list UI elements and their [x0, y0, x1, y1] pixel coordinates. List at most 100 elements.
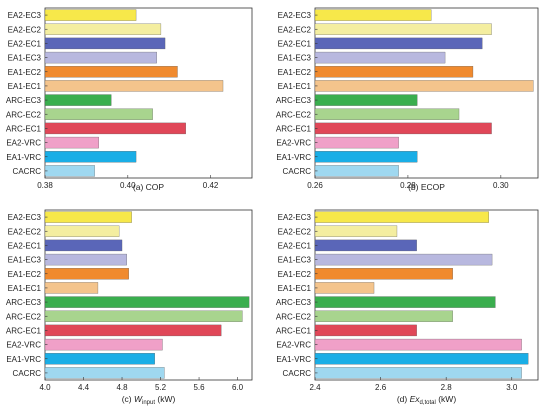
bar-ea2-vrc	[314, 136, 399, 149]
bar-arc-ec1	[44, 324, 222, 337]
bar-cacrc	[44, 165, 95, 177]
category-label: EA2-VRC	[6, 139, 41, 148]
category-label: EA1-EC2	[8, 68, 42, 77]
x-tick-label: 0.38	[37, 181, 53, 190]
bar-ea2-vrc	[44, 338, 163, 351]
category-label: EA1-EC3	[278, 256, 312, 265]
category-label: EA2-EC3	[8, 213, 42, 222]
category-label: EA1-EC3	[8, 54, 42, 63]
category-label: EA2-EC1	[8, 241, 42, 250]
bar-ea2-ec2	[44, 225, 120, 237]
chart-caption: (b) ECOP	[408, 182, 445, 192]
x-tick-label: 0.30	[493, 181, 509, 190]
category-label: EA2-EC1	[278, 39, 312, 48]
category-label: ARC-EC3	[276, 96, 312, 105]
bar-ea1-ec2	[44, 268, 129, 280]
category-label: EA2-VRC	[276, 341, 311, 350]
category-label: EA1-EC1	[8, 284, 42, 293]
bar-ea1-ec3	[44, 51, 157, 64]
category-label: ARC-EC2	[6, 110, 42, 119]
bar-ea2-ec2	[314, 23, 492, 35]
bar-ea2-vrc	[314, 338, 522, 351]
category-label: ARC-EC1	[276, 326, 312, 335]
x-tick-label: 2.8	[441, 383, 453, 392]
category-label: EA1-EC3	[8, 256, 42, 265]
bar-arc-ec1	[44, 122, 186, 135]
category-label: EA2-EC2	[8, 25, 42, 34]
bar-ea1-vrc	[314, 353, 529, 365]
bar-ea1-ec2	[44, 66, 178, 78]
category-label: EA1-EC1	[278, 284, 312, 293]
chart-caption: (d) Exd,total (kW)	[397, 394, 456, 406]
bar-arc-ec3	[314, 296, 496, 308]
bar-arc-ec2	[44, 310, 243, 322]
bar-ea2-ec3	[314, 9, 432, 21]
bar-ea1-ec3	[314, 51, 446, 64]
chart-caption: (c) Winput (kW)	[122, 394, 176, 406]
category-label: ARC-EC1	[6, 124, 42, 133]
x-tick-label: 3.0	[506, 383, 518, 392]
bar-ea2-ec1	[314, 239, 417, 252]
x-tick-label: 0.40	[120, 181, 136, 190]
plot-frame	[44, 209, 253, 381]
bar-ea2-ec3	[314, 211, 489, 223]
category-label: EA2-VRC	[6, 341, 41, 350]
category-label: EA2-EC2	[278, 227, 312, 236]
category-label: EA1-EC1	[8, 82, 42, 91]
category-label: EA1-EC3	[278, 54, 312, 63]
x-tick-label: 5.6	[193, 383, 205, 392]
bar-ea2-ec1	[44, 37, 166, 50]
bar-ea1-ec1	[44, 282, 99, 294]
category-label: ARC-EC2	[276, 110, 312, 119]
x-tick-label: 4.0	[39, 383, 51, 392]
category-label: ARC-EC2	[6, 312, 42, 321]
bar-arc-ec1	[314, 122, 492, 135]
chart-panel-2: EA2-EC3 EA2-EC2 EA2-EC1 EA1-EC3 EA1-EC2 EA1-E…	[276, 7, 539, 192]
bar-arc-ec2	[314, 108, 460, 120]
category-label: ARC-EC3	[6, 298, 42, 307]
bar-arc-ec3	[314, 94, 418, 106]
category-label: EA1-EC2	[278, 270, 312, 279]
bar-ea1-ec3	[314, 253, 493, 266]
bar-cacrc	[44, 367, 165, 379]
category-label: CACRC	[13, 167, 42, 176]
x-tick-label: 6.0	[232, 383, 244, 392]
plot-frame	[44, 7, 253, 179]
bar-cacrc	[314, 367, 522, 379]
x-tick-label: 0.26	[307, 181, 323, 190]
chart-caption: (a) COP	[133, 182, 165, 192]
category-label: EA2-EC3	[8, 11, 42, 20]
bar-ea1-vrc	[44, 151, 137, 163]
bar-arc-ec1	[314, 324, 417, 337]
category-label: ARC-EC3	[276, 298, 312, 307]
category-label: CACRC	[283, 167, 312, 176]
bar-ea1-ec3	[44, 253, 127, 266]
bar-ea2-vrc	[44, 136, 99, 149]
category-label: EA2-EC1	[8, 39, 42, 48]
bar-ea2-ec1	[44, 239, 123, 252]
x-tick-label: 4.8	[116, 383, 128, 392]
bar-ea1-ec2	[314, 66, 474, 78]
bar-arc-ec2	[44, 108, 153, 120]
bar-ea2-ec3	[44, 9, 137, 21]
category-label: EA2-EC1	[278, 241, 312, 250]
bar-arc-ec3	[44, 94, 112, 106]
category-label: ARC-EC2	[276, 312, 312, 321]
category-label: ARC-EC3	[6, 96, 42, 105]
category-label: EA2-VRC	[276, 139, 311, 148]
category-label: EA2-EC3	[278, 11, 312, 20]
bar-ea1-vrc	[314, 151, 418, 163]
x-tick-label: 0.42	[203, 181, 219, 190]
chart-panel-4: EA2-EC3 EA2-EC2 EA2-EC1 EA1-EC3 EA1-EC2 EA1-E…	[276, 209, 539, 406]
category-label: EA1-EC1	[278, 82, 312, 91]
plot-frame	[314, 209, 539, 381]
bar-ea2-ec3	[44, 211, 132, 223]
category-label: EA2-EC3	[278, 213, 312, 222]
category-label: EA1-VRC	[6, 153, 41, 162]
category-label: CACRC	[283, 369, 312, 378]
category-label: EA1-EC2	[278, 68, 312, 77]
category-label: ARC-EC1	[6, 326, 42, 335]
bar-arc-ec2	[314, 310, 453, 322]
bar-cacrc	[314, 165, 399, 177]
